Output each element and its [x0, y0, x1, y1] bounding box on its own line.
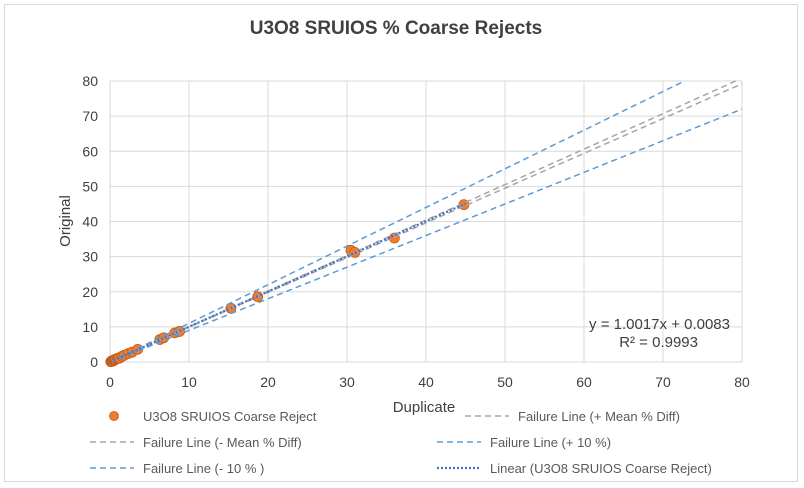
y-tick-label: 60 [82, 143, 98, 159]
legend-label: Failure Line (+ 10 %) [490, 435, 611, 450]
y-tick-labels: 0 10 20 30 40 50 60 70 80 [82, 73, 98, 370]
y-axis-title: Original [57, 195, 74, 247]
legend-label: Failure Line (- Mean % Diff) [143, 435, 302, 450]
legend-item: Failure Line (+ 10 %) [437, 435, 611, 450]
x-tick-label: 10 [181, 374, 197, 390]
trendline-equation: y = 1.0017x + 0.0083 [589, 316, 730, 333]
legend-item: Failure Line (+ Mean % Diff) [465, 409, 680, 424]
y-tick-label: 30 [82, 249, 98, 265]
legend: U3O8 SRUIOS Coarse Reject Failure Line (+… [90, 409, 712, 476]
x-tick-label: 40 [418, 374, 434, 390]
y-tick-label: 70 [82, 108, 98, 124]
x-tick-label: 30 [339, 374, 355, 390]
series-line-1 [109, 80, 737, 363]
y-tick-label: 10 [82, 319, 98, 335]
legend-label: Linear (U3O8 SRUIOS Coarse Reject) [490, 461, 712, 476]
series-line-2 [109, 83, 743, 363]
series-line-5 [109, 202, 466, 363]
series-line-3 [109, 80, 685, 363]
chart-title: U3O8 SRUIOS % Coarse Rejects [250, 18, 543, 39]
y-tick-label: 40 [82, 214, 98, 230]
gridlines [109, 80, 743, 363]
legend-item: Failure Line (- Mean % Diff) [90, 435, 302, 450]
legend-marker [109, 411, 119, 421]
x-tick-label: 80 [734, 374, 750, 390]
reference-lines [109, 80, 743, 363]
x-axis-title: Duplicate [393, 399, 456, 416]
data-points [105, 199, 470, 368]
legend-label: Failure Line (+ Mean % Diff) [518, 409, 680, 424]
series-line-4 [109, 108, 743, 363]
legend-item: Linear (U3O8 SRUIOS Coarse Reject) [437, 461, 712, 476]
y-tick-label: 80 [82, 73, 98, 89]
chart-frame [4, 4, 798, 482]
x-tick-label: 70 [655, 374, 671, 390]
legend-label: U3O8 SRUIOS Coarse Reject [143, 409, 317, 424]
x-tick-label: 60 [576, 374, 592, 390]
x-tick-label: 0 [106, 374, 114, 390]
y-tick-label: 0 [90, 354, 98, 370]
legend-label: Failure Line (- 10 % ) [143, 461, 264, 476]
x-tick-labels: 0 10 20 30 40 50 60 70 80 [106, 374, 750, 390]
x-tick-label: 50 [497, 374, 513, 390]
legend-item: U3O8 SRUIOS Coarse Reject [109, 409, 317, 424]
y-tick-label: 50 [82, 178, 98, 194]
r-squared-label: R² = 0.9993 [619, 334, 698, 351]
x-tick-label: 20 [260, 374, 276, 390]
y-tick-label: 20 [82, 284, 98, 300]
legend-item: Failure Line (- 10 % ) [90, 461, 264, 476]
